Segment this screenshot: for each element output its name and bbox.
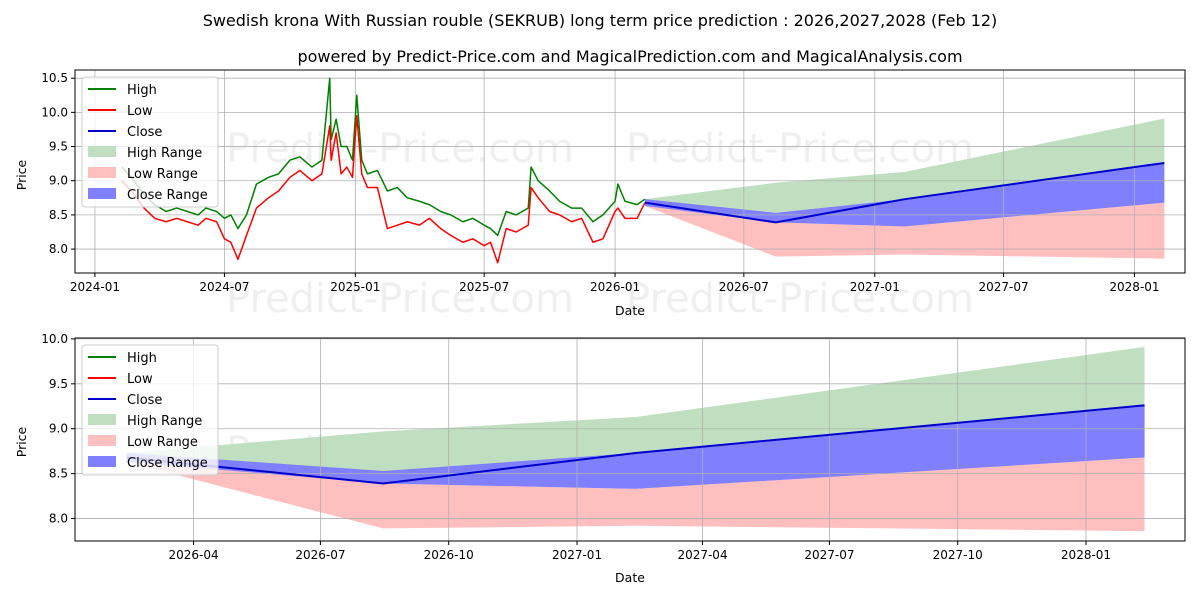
- x-tick-label: 2026-07: [295, 548, 345, 562]
- low-range-band: [644, 202, 1165, 259]
- legend-label: High: [127, 83, 157, 98]
- history-panel: Predict-Price.com Predict-Price.com Pred…: [14, 69, 1186, 322]
- y-tick-label: 9.5: [49, 140, 68, 154]
- legend-swatch-high-range: [88, 414, 116, 425]
- x-tick-label: 2027-01: [552, 548, 602, 562]
- legend-label: High: [127, 351, 157, 366]
- low-range-band: [126, 457, 1145, 532]
- y-tick-label: 8.0: [49, 242, 68, 256]
- y-tick-label: 10.5: [41, 71, 68, 85]
- legend-label: High Range: [127, 414, 202, 429]
- high-line: [121, 77, 646, 237]
- legend-label: Low Range: [127, 435, 198, 450]
- y-tick-label: 9.5: [49, 377, 68, 391]
- plot-frame: [74, 337, 1186, 542]
- y-tick-label: 8.0: [49, 512, 68, 526]
- legend-swatch-low-range: [88, 167, 116, 178]
- legend-swatch-low-range: [88, 435, 116, 446]
- high-range-band: [126, 346, 1145, 484]
- x-tick-label: 2026-07: [719, 280, 769, 294]
- x-tick-label: 2025-07: [459, 280, 509, 294]
- y-tick-label: 10.0: [41, 332, 68, 346]
- watermark: Predict-Price.com: [226, 276, 574, 322]
- legend-label: Close: [127, 125, 162, 140]
- legend: High Low Close High Range Low Range Close Ran…: [81, 344, 219, 476]
- legend-swatch-close-range: [88, 188, 116, 199]
- y-tick-label: 9.0: [49, 174, 68, 188]
- legend-label: High Range: [127, 146, 202, 161]
- y-tick-label: 8.5: [49, 208, 68, 222]
- x-tick-label: 2027-07: [978, 280, 1028, 294]
- forecast-panel: Predict-Price.com Predict-Price.com Date…: [14, 332, 1186, 585]
- legend-swatch-close-range: [88, 456, 116, 467]
- x-tick-label: 2028-01: [1109, 280, 1159, 294]
- legend-label: Close: [127, 393, 162, 408]
- x-tick-label: 2024-01: [70, 280, 120, 294]
- legend-label: Low: [127, 104, 153, 119]
- close-line: [126, 404, 1145, 485]
- plot-frame: [74, 69, 1186, 274]
- x-tick-label: 2027-07: [804, 548, 854, 562]
- low-line: [121, 115, 646, 264]
- y-tick-label: 8.5: [49, 467, 68, 481]
- x-axis-label: Date: [615, 570, 645, 585]
- x-tick-label: 2026-01: [590, 280, 640, 294]
- legend-label: Close Range: [127, 456, 208, 471]
- legend-label: Low Range: [127, 167, 198, 182]
- x-tick-label: 2026-10: [424, 548, 474, 562]
- x-tick-label: 2027-10: [933, 548, 983, 562]
- legend-label: Low: [127, 372, 153, 387]
- y-tick-label: 9.0: [49, 422, 68, 436]
- chart-title: Swedish krona With Russian rouble (SEKRU…: [203, 11, 998, 30]
- watermark: Predict-Price.com: [626, 126, 974, 172]
- close-line: [644, 161, 1165, 224]
- x-tick-label: 2025-01: [330, 280, 380, 294]
- x-tick-label: 2024-07: [199, 280, 249, 294]
- x-tick-label: 2027-01: [850, 280, 900, 294]
- x-tick-label: 2026-04: [168, 548, 218, 562]
- legend: High Low Close High Range Low Range Close Ran…: [81, 76, 219, 208]
- y-axis-label: Price: [14, 426, 29, 457]
- y-axis-label: Price: [14, 159, 29, 190]
- watermark: Predict-Price.com: [626, 276, 974, 322]
- x-axis-label: Date: [615, 303, 645, 318]
- y-tick-label: 10.0: [41, 105, 68, 119]
- legend-label: Close Range: [127, 188, 208, 203]
- close-range-band: [126, 405, 1145, 489]
- x-tick-label: 2028-01: [1061, 548, 1111, 562]
- x-tick-label: 2027-04: [677, 548, 727, 562]
- legend-swatch-high-range: [88, 146, 116, 157]
- chart-subtitle: powered by Predict-Price.com and Magical…: [297, 47, 962, 66]
- watermark: Predict-Price.com: [226, 126, 574, 172]
- high-range-band: [644, 118, 1165, 223]
- close-range-band: [644, 162, 1165, 227]
